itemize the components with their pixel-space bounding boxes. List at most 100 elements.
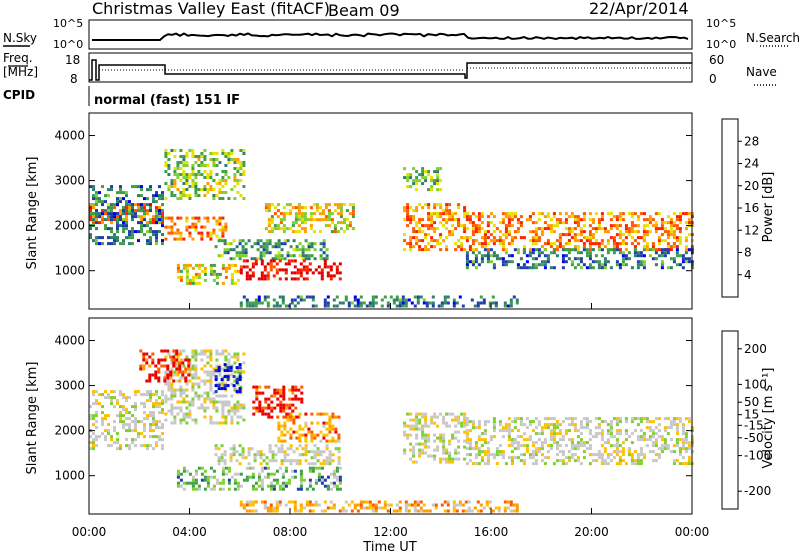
velocity-cell [200,403,204,407]
power-cell [588,212,592,216]
power-cell [321,212,325,216]
power-cell [672,242,676,246]
velocity-cell [209,352,213,356]
velocity-cell [161,444,164,448]
power-cell [534,227,538,231]
velocity-cell [251,475,255,479]
velocity-cell [546,456,550,460]
power-cell [137,206,140,210]
velocity-cell [427,445,431,449]
power-cell [678,218,682,222]
velocity-cell [579,426,583,430]
power-cell [430,212,434,216]
power-cell [263,274,267,278]
velocity-cell [567,456,571,460]
power-cell [669,230,673,234]
power-cell [418,173,422,177]
power-cell [185,269,189,273]
velocity-cell [509,500,513,504]
power-cell [218,188,222,191]
velocity-cell [540,453,544,457]
power-cell [451,230,455,234]
velocity-cell [175,367,179,371]
velocity-cell [239,406,243,410]
cpid-label: CPID [3,88,35,102]
power-cell [218,272,222,276]
velocity-cell [269,484,273,488]
velocity-cell [224,415,228,419]
power-cell [155,212,158,216]
power-cell [203,164,207,167]
power-cell [264,209,268,213]
power-cell [122,218,125,222]
velocity-cell [291,403,295,407]
power-cell [558,239,562,243]
power-cell [131,236,134,240]
velocity-cell [301,427,305,431]
power-cell [531,251,535,255]
power-cell [260,262,264,266]
power-cell [663,221,667,225]
velocity-cell [445,451,449,455]
power-cell [152,218,155,222]
power-cell [612,248,616,252]
power-cell [131,227,134,231]
power-cell [684,248,688,252]
power-cell [107,236,110,240]
velocity-cell [224,373,228,377]
velocity-cell [206,370,210,374]
velocity-cell [279,409,283,413]
power-cell [161,239,164,243]
velocity-cell [252,412,256,416]
velocity-cell [442,415,446,419]
power-cell [125,227,128,231]
power-cell [648,215,652,219]
velocity-cell [684,450,688,454]
velocity-cell [654,426,658,430]
velocity-cell [452,500,456,504]
power-cell [564,233,568,237]
velocity-cell [403,448,407,452]
velocity-cell [570,456,574,460]
power-cell [398,304,402,308]
velocity-cell [185,421,189,425]
power-cell [215,152,219,155]
velocity-cell [236,487,240,491]
velocity-cell [567,438,571,442]
power-cell [295,245,299,249]
velocity-cell [606,441,610,445]
power-cell [492,242,496,246]
velocity-cell [418,427,422,431]
velocity-cell [335,487,339,491]
power-cell [427,206,431,210]
power-cell [194,275,198,279]
velocity-cell [245,503,249,507]
velocity-cell [116,441,119,445]
power-cell [299,274,303,278]
velocity-cell [272,478,276,482]
power-cell [684,257,688,261]
power-cell [582,245,586,249]
velocity-cell [170,358,174,362]
velocity-cell [528,453,532,457]
power-cell [415,224,419,228]
power-cell [516,248,520,252]
power-cell [430,236,434,240]
velocity-cell [300,385,304,389]
velocity-cell [436,424,440,428]
velocity-cell [245,466,249,470]
power-cell [618,236,622,240]
velocity-cell [325,412,329,416]
power-cell [89,203,92,207]
velocity-cell [230,373,234,377]
velocity-cell [558,450,562,454]
velocity-cell [477,435,481,439]
velocity-cell [573,459,577,463]
power-cell [272,259,276,263]
power-cell [528,254,532,258]
velocity-cell [522,432,526,436]
power-cell [220,254,224,258]
velocity-cell [181,373,185,377]
velocity-cell [331,427,335,431]
power-cell [200,164,204,167]
